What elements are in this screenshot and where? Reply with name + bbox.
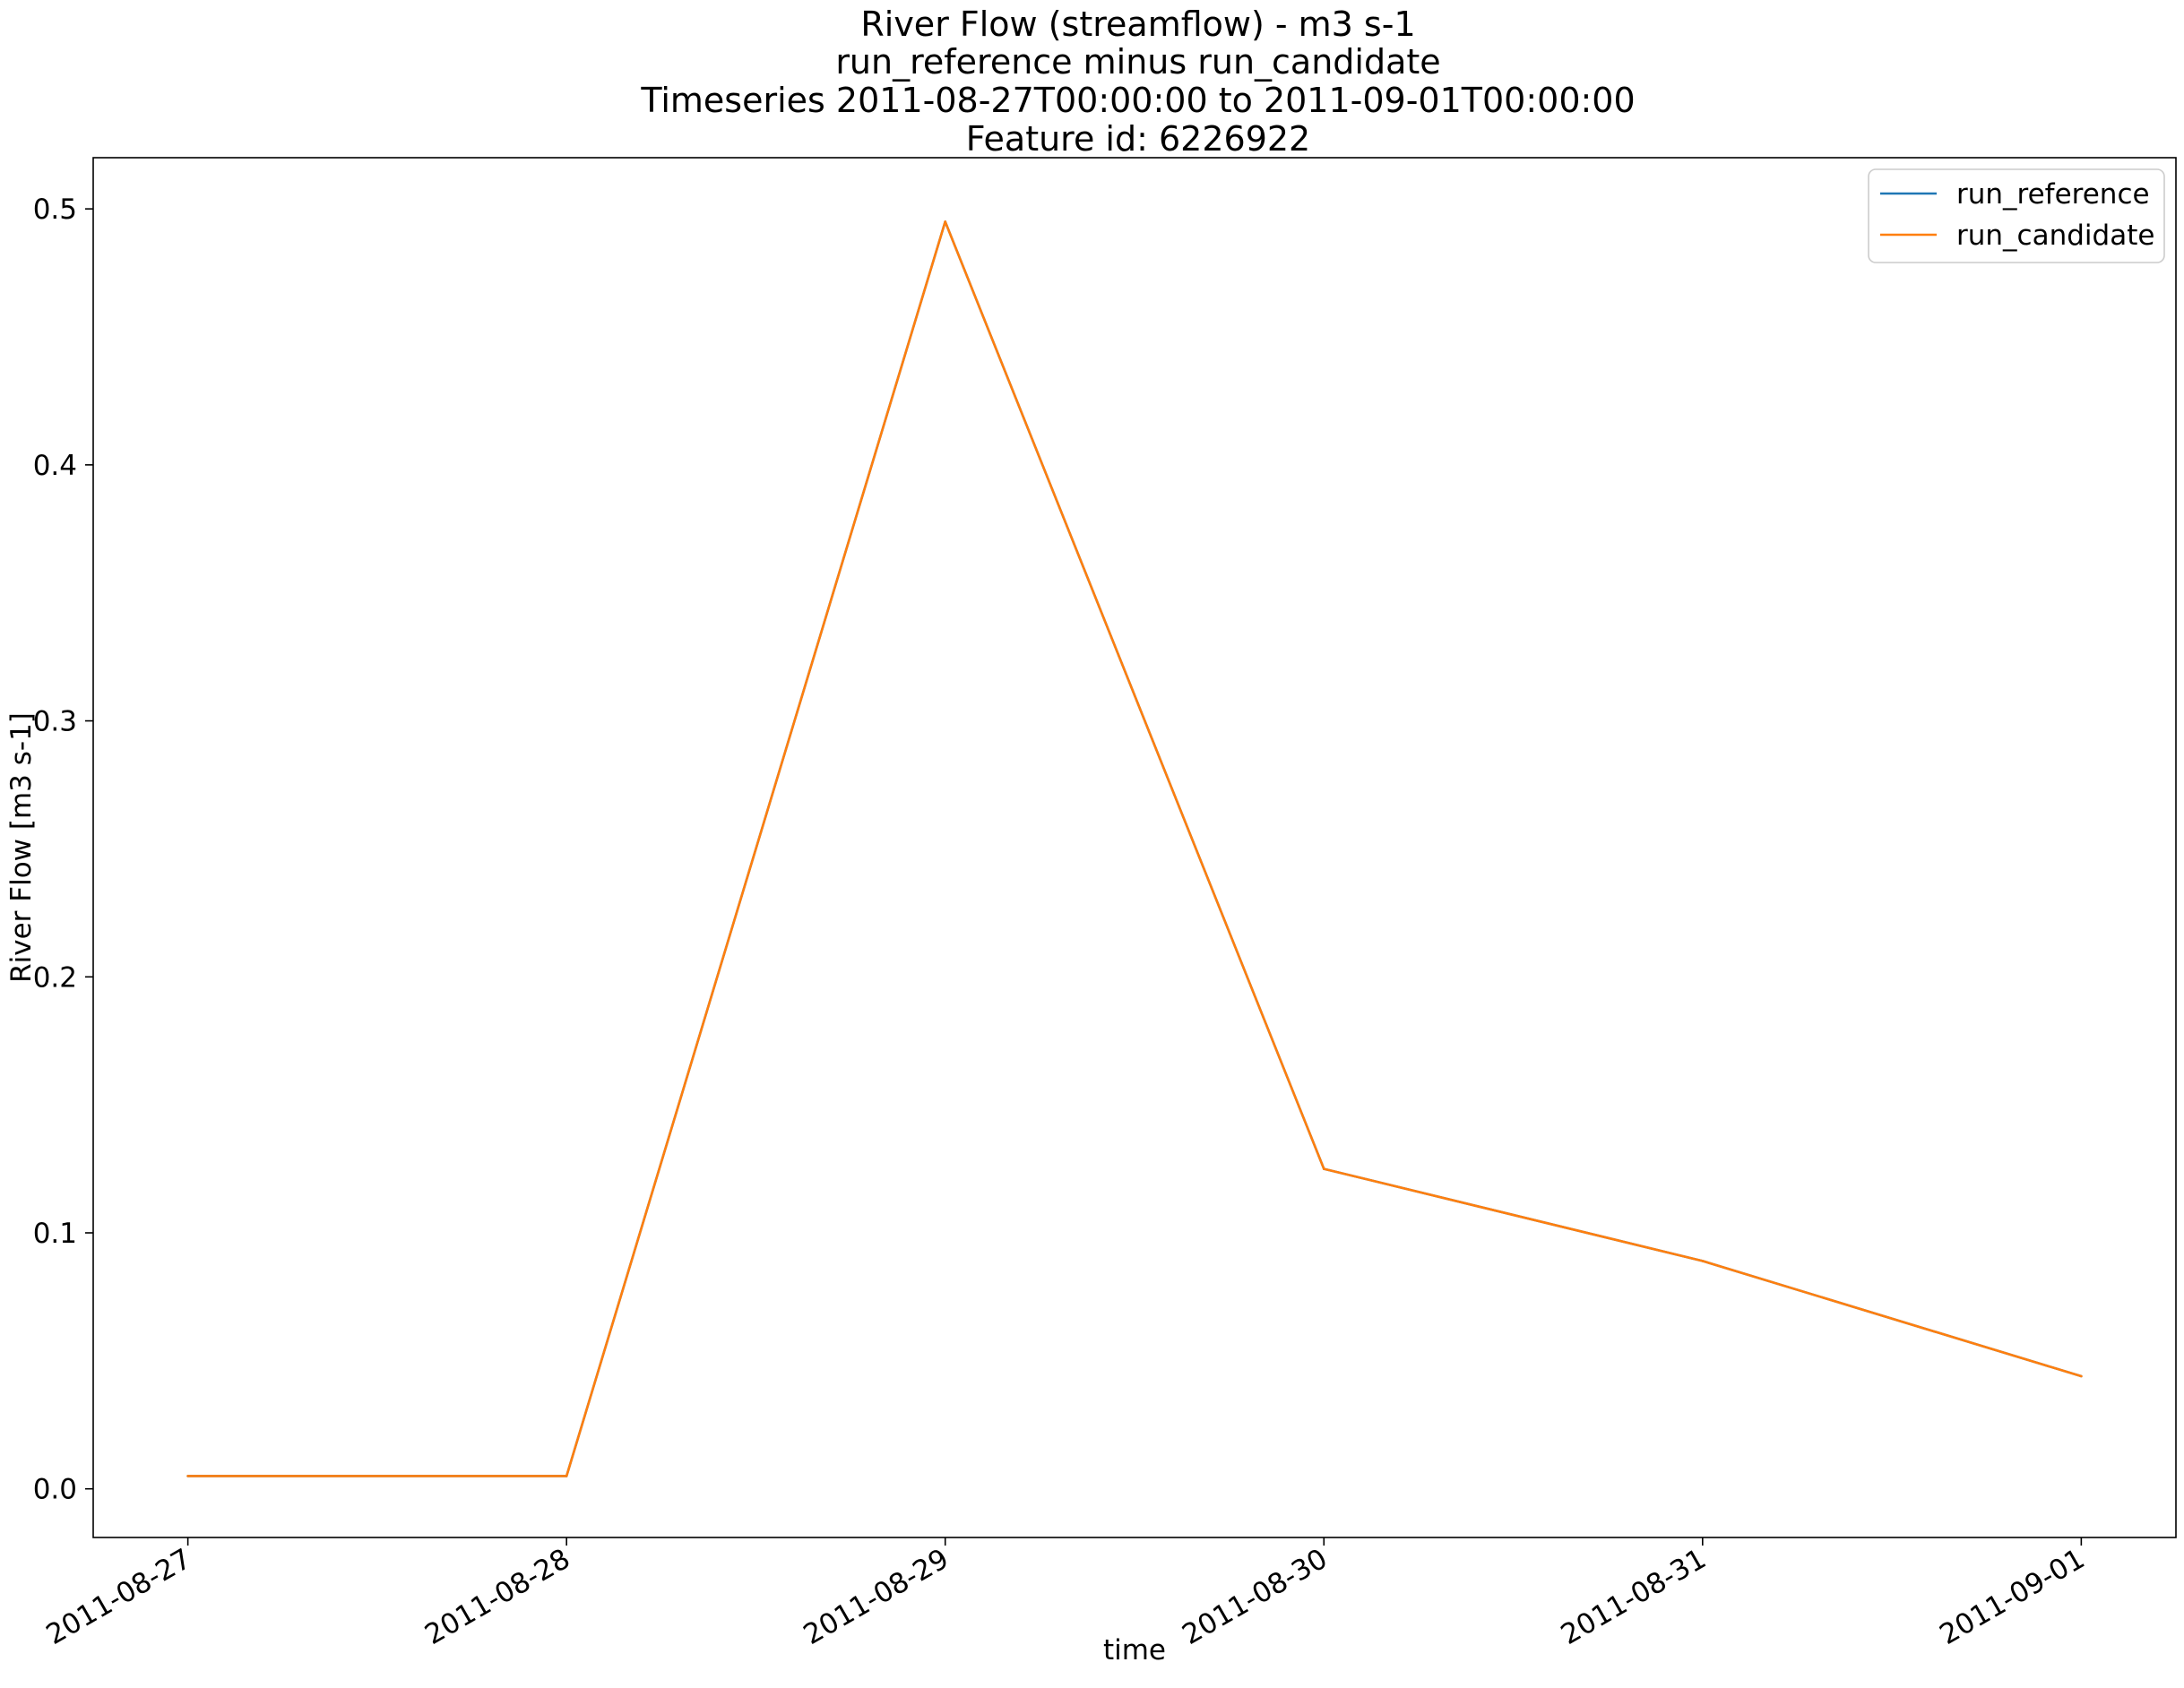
legend-label-run-reference: run_reference bbox=[1956, 178, 2150, 211]
x-axis-label: time bbox=[1103, 1634, 1166, 1666]
y-tick-label: 0.0 bbox=[33, 1474, 77, 1506]
title-line-3: Timeseries 2011-08-27T00:00:00 to 2011-0… bbox=[640, 81, 1635, 120]
data-point bbox=[944, 220, 946, 223]
legend-label-run-candidate: run_candidate bbox=[1956, 220, 2154, 252]
y-tick-label: 0.5 bbox=[33, 194, 77, 226]
x-axis: 2011-08-27 2011-08-28 2011-08-29 2011-08-30… bbox=[41, 1537, 2090, 1651]
y-tick-label: 0.1 bbox=[33, 1218, 77, 1250]
series-line bbox=[187, 220, 2082, 1477]
axes-frame bbox=[92, 157, 2177, 1538]
chart-title: River Flow (streamflow) - m3 s-1 run_ref… bbox=[640, 4, 1635, 159]
legend: run_reference run_candidate bbox=[1868, 168, 2165, 263]
data-point bbox=[2080, 1374, 2083, 1378]
series-run-candidate bbox=[186, 220, 2083, 1477]
x-tick-label: 2011-08-30 bbox=[1177, 1543, 1333, 1651]
x-tick-label: 2011-08-27 bbox=[41, 1543, 197, 1651]
legend-box bbox=[1868, 168, 2165, 263]
y-tick-label: 0.4 bbox=[33, 450, 77, 482]
x-tick-label: 2011-09-01 bbox=[1934, 1543, 2090, 1651]
series-run-reference bbox=[186, 220, 2083, 1477]
y-tick-label: 0.2 bbox=[33, 961, 77, 994]
x-tick-label: 2011-08-28 bbox=[419, 1543, 575, 1651]
data-point bbox=[186, 1475, 189, 1477]
title-line-4: Feature id: 6226922 bbox=[966, 119, 1310, 159]
x-tick-label: 2011-08-29 bbox=[798, 1543, 954, 1651]
y-axis: 0.0 0.1 0.2 0.3 0.4 0.5 bbox=[33, 194, 93, 1506]
series-line bbox=[187, 220, 2082, 1477]
data-point bbox=[565, 1475, 568, 1477]
data-point bbox=[1323, 1167, 1325, 1170]
title-line-1: River Flow (streamflow) - m3 s-1 bbox=[860, 4, 1415, 44]
data-point bbox=[1701, 1260, 1705, 1262]
y-axis-label: River Flow [m3 s-1] bbox=[5, 712, 38, 983]
plot-area bbox=[186, 220, 2083, 1477]
y-tick-label: 0.3 bbox=[33, 706, 77, 738]
title-line-2: run_reference minus run_candidate bbox=[835, 42, 1440, 82]
x-tick-label: 2011-08-31 bbox=[1556, 1543, 1712, 1651]
